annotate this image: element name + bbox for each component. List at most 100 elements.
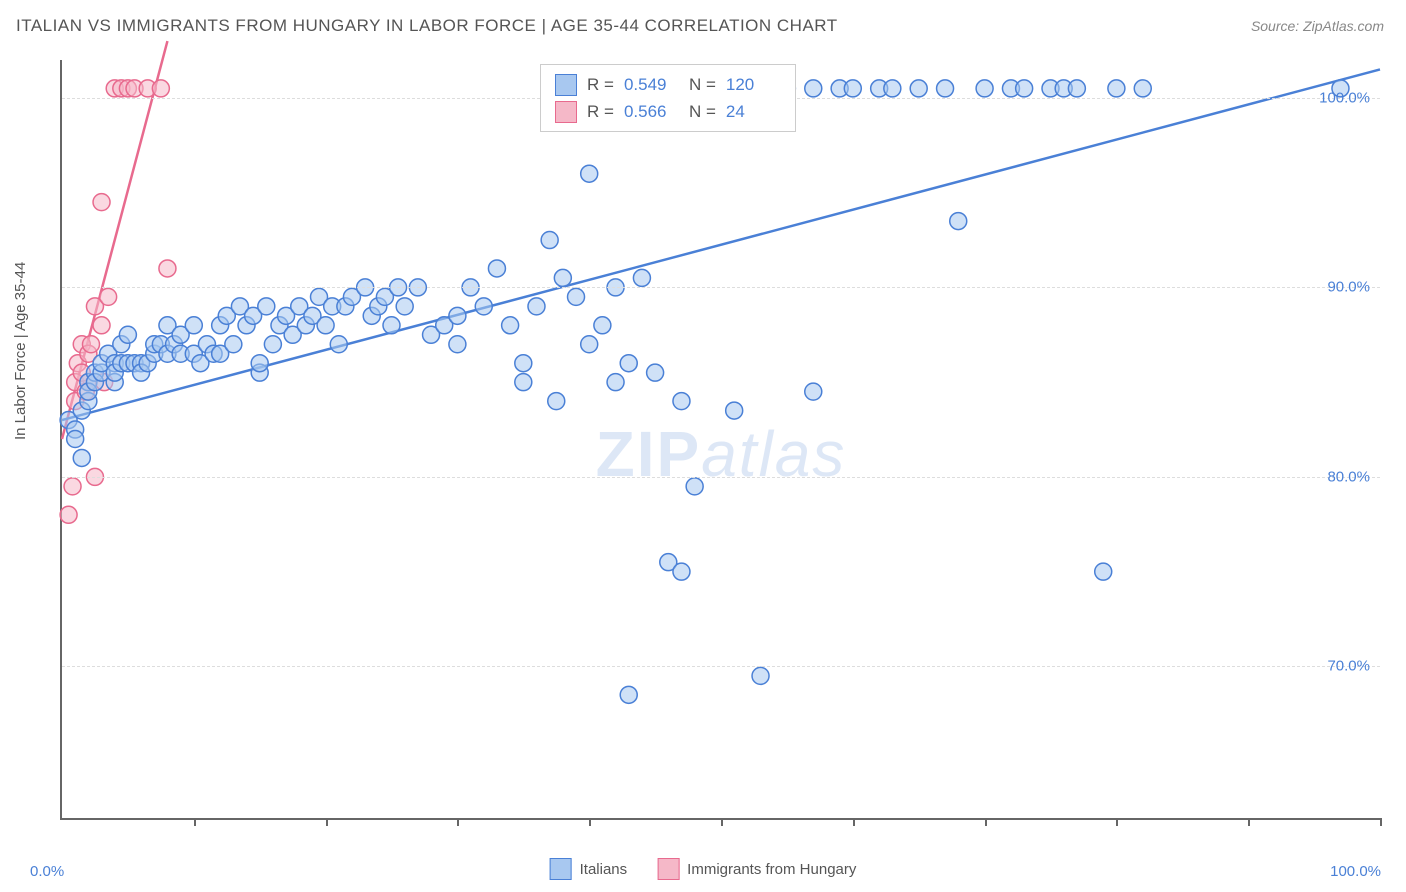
data-point <box>568 288 585 305</box>
data-point <box>752 667 769 684</box>
legend-item-pink: Immigrants from Hungary <box>657 858 856 880</box>
legend-row-blue: R = 0.549 N = 120 <box>555 71 781 98</box>
series-legend: Italians Immigrants from Hungary <box>550 858 857 880</box>
source-label: Source: ZipAtlas.com <box>1251 18 1384 34</box>
data-point <box>1108 80 1125 97</box>
data-point <box>475 298 492 315</box>
r-value-blue: 0.549 <box>624 71 679 98</box>
data-point <box>726 402 743 419</box>
data-point <box>581 336 598 353</box>
data-point <box>910 80 927 97</box>
data-point <box>673 393 690 410</box>
x-min-label: 0.0% <box>30 863 64 880</box>
data-point <box>554 269 571 286</box>
x-tick <box>194 818 196 826</box>
data-point <box>548 393 565 410</box>
x-tick <box>1248 818 1250 826</box>
data-point <box>1095 563 1112 580</box>
chart-container: ITALIAN VS IMMIGRANTS FROM HUNGARY IN LA… <box>0 0 1406 892</box>
data-point <box>396 298 413 315</box>
data-point <box>119 326 136 343</box>
data-point <box>541 232 558 249</box>
data-point <box>1068 80 1085 97</box>
x-tick <box>721 818 723 826</box>
data-point <box>937 80 954 97</box>
data-point <box>633 269 650 286</box>
data-point <box>528 298 545 315</box>
data-point <box>1016 80 1033 97</box>
data-point <box>594 317 611 334</box>
data-point <box>152 80 169 97</box>
data-point <box>264 336 281 353</box>
data-point <box>449 336 466 353</box>
data-point <box>1134 80 1151 97</box>
x-max-label: 100.0% <box>1330 863 1381 880</box>
x-tick <box>853 818 855 826</box>
y-tick-label: 80.0% <box>1327 468 1370 485</box>
series-name-pink: Immigrants from Hungary <box>687 861 856 878</box>
data-point <box>686 478 703 495</box>
y-axis-title: In Labor Force | Age 35-44 <box>12 262 29 440</box>
data-point <box>251 355 268 372</box>
swatch-pink-bottom <box>657 858 679 880</box>
data-point <box>67 431 84 448</box>
plot-svg <box>62 60 1380 818</box>
y-tick-label: 100.0% <box>1319 89 1370 106</box>
y-tick-label: 70.0% <box>1327 658 1370 675</box>
data-point <box>515 374 532 391</box>
data-point <box>581 165 598 182</box>
swatch-pink <box>555 101 577 123</box>
correlation-legend: R = 0.549 N = 120 R = 0.566 N = 24 <box>540 64 796 132</box>
y-tick-label: 90.0% <box>1327 279 1370 296</box>
data-point <box>620 686 637 703</box>
data-point <box>488 260 505 277</box>
data-point <box>159 260 176 277</box>
gridline <box>62 287 1380 288</box>
data-point <box>884 80 901 97</box>
gridline <box>62 477 1380 478</box>
plot-area: ZIPatlas 70.0%80.0%90.0%100.0% <box>60 60 1380 820</box>
gridline <box>62 666 1380 667</box>
series-name-blue: Italians <box>580 861 628 878</box>
chart-title: ITALIAN VS IMMIGRANTS FROM HUNGARY IN LA… <box>16 16 838 36</box>
n-label-blue: N = <box>689 71 716 98</box>
data-point <box>620 355 637 372</box>
data-point <box>60 506 77 523</box>
swatch-blue <box>555 74 577 96</box>
n-value-pink: 24 <box>726 98 781 125</box>
data-point <box>93 194 110 211</box>
data-point <box>502 317 519 334</box>
legend-row-pink: R = 0.566 N = 24 <box>555 98 781 125</box>
x-tick <box>1116 818 1118 826</box>
data-point <box>317 317 334 334</box>
x-tick <box>985 818 987 826</box>
data-point <box>805 383 822 400</box>
data-point <box>100 288 117 305</box>
legend-item-blue: Italians <box>550 858 628 880</box>
data-point <box>82 336 99 353</box>
data-point <box>73 449 90 466</box>
data-point <box>185 317 202 334</box>
r-label-pink: R = <box>587 98 614 125</box>
data-point <box>64 478 81 495</box>
data-point <box>844 80 861 97</box>
data-point <box>330 336 347 353</box>
data-point <box>976 80 993 97</box>
r-value-pink: 0.566 <box>624 98 679 125</box>
data-point <box>449 307 466 324</box>
data-point <box>383 317 400 334</box>
n-value-blue: 120 <box>726 71 781 98</box>
data-point <box>515 355 532 372</box>
n-label-pink: N = <box>689 98 716 125</box>
data-point <box>258 298 275 315</box>
x-tick <box>457 818 459 826</box>
swatch-blue-bottom <box>550 858 572 880</box>
data-point <box>805 80 822 97</box>
data-point <box>647 364 664 381</box>
data-point <box>673 563 690 580</box>
x-tick <box>326 818 328 826</box>
data-point <box>950 213 967 230</box>
r-label-blue: R = <box>587 71 614 98</box>
data-point <box>93 317 110 334</box>
data-point <box>607 374 624 391</box>
